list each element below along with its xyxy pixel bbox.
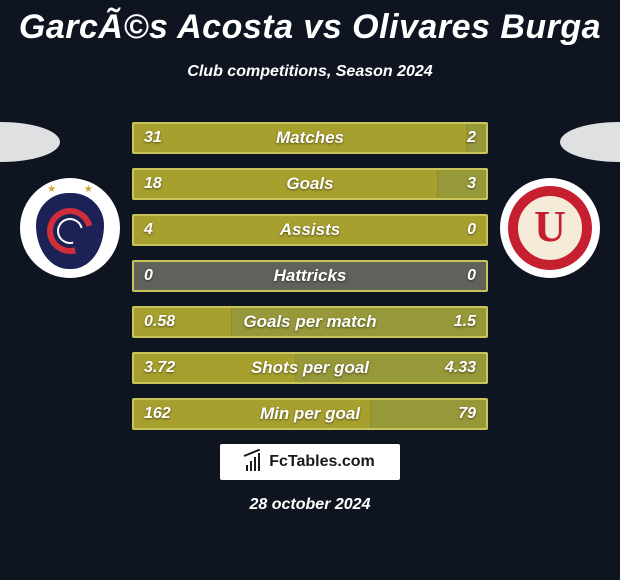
stat-row: Assists4 0 <box>132 214 488 246</box>
stat-value-left: 0 <box>132 260 165 292</box>
stat-value-right: 0 <box>455 260 488 292</box>
page-subtitle: Club competitions, Season 2024 <box>0 63 620 81</box>
stat-row: Goals18 3 <box>132 168 488 200</box>
stat-row: Goals per match0.581.5 <box>132 306 488 338</box>
stat-value-right: 1.5 <box>442 306 488 338</box>
stat-value-right: 79 <box>446 398 488 430</box>
stat-value-left: 162 <box>132 398 183 430</box>
stat-value-left: 4 <box>132 214 165 246</box>
stat-label: Matches <box>132 122 488 154</box>
stat-value-right: 3 <box>455 168 488 200</box>
stat-value-left: 31 <box>132 122 174 154</box>
stat-value-left: 3.72 <box>132 352 187 384</box>
stat-label: Assists <box>132 214 488 246</box>
stat-value-left: 18 <box>132 168 174 200</box>
stat-label: Min per goal <box>132 398 488 430</box>
stat-row: Matches31 2 <box>132 122 488 154</box>
stat-label: Hattricks <box>132 260 488 292</box>
stat-label: Goals <box>132 168 488 200</box>
stat-bars: Matches312Goals183Assists40Hattricks00Go… <box>132 122 488 444</box>
page-title: GarcÃ©s Acosta vs Olivares Burga <box>0 0 620 47</box>
stat-row: Min per goal162 79 <box>132 398 488 430</box>
u-badge-icon: U <box>500 178 600 278</box>
decor-ellipse-left <box>0 122 60 162</box>
date-label: 28 october 2024 <box>0 496 620 514</box>
stat-value-right: 4.33 <box>433 352 488 384</box>
brand-badge[interactable]: FcTables.com <box>220 444 400 480</box>
stat-value-left: 0.58 <box>132 306 187 338</box>
stat-value-right: 0 <box>455 214 488 246</box>
stat-row: Shots per goal3.724.33 <box>132 352 488 384</box>
stat-value-right: 2 <box>455 122 488 154</box>
brand-text: FcTables.com <box>269 453 375 471</box>
team-badge-right: U <box>500 178 600 278</box>
stat-row: Hattricks0 0 <box>132 260 488 292</box>
team-badge-left: ★ ★ <box>20 178 120 278</box>
shield-icon: ★ ★ <box>20 178 120 278</box>
fctables-icon <box>245 453 263 471</box>
decor-ellipse-right <box>560 122 620 162</box>
